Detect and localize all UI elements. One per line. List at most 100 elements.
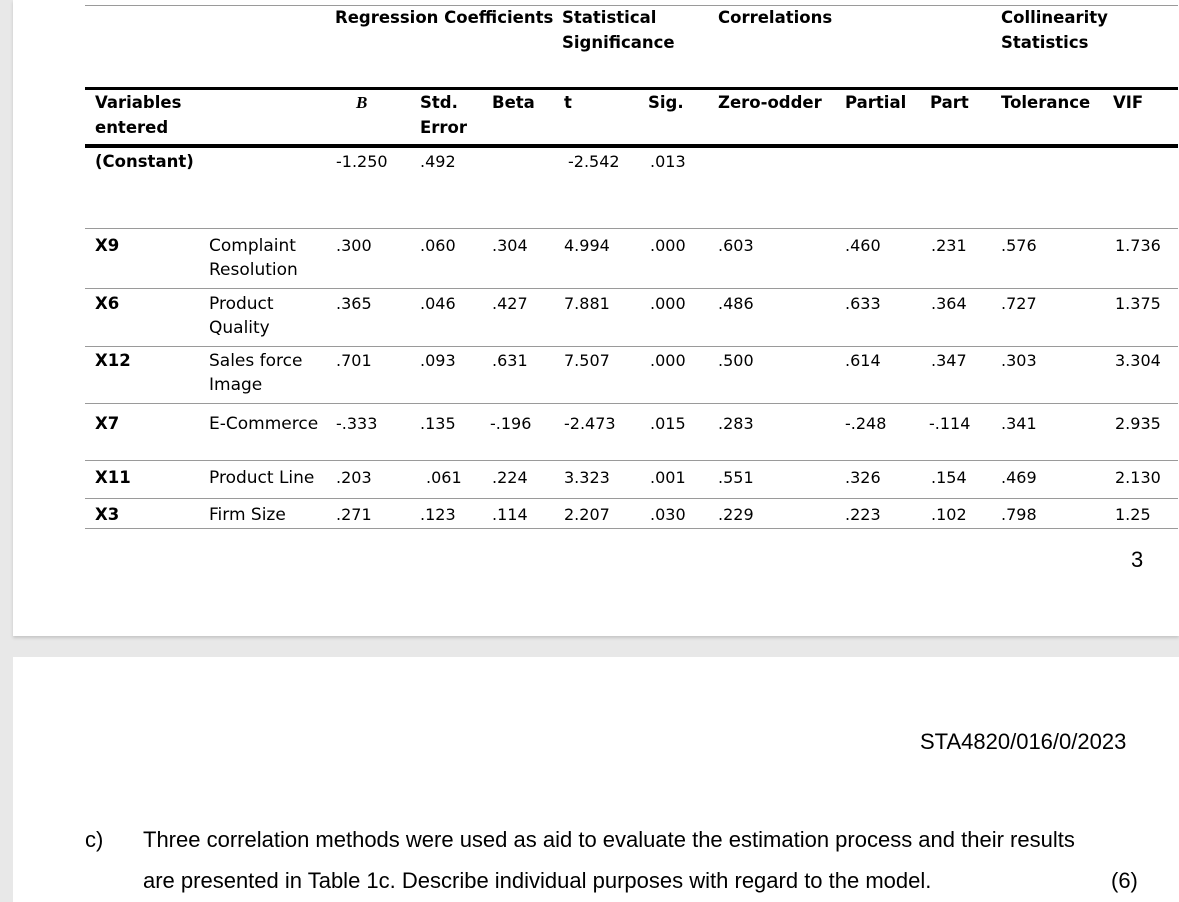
group-header-significance-1: Statistical <box>562 8 657 27</box>
row-sig: .001 <box>650 468 686 487</box>
row-vif: 2.130 <box>1115 468 1161 487</box>
document-header-code: STA4820/016/0/2023 <box>920 729 1127 754</box>
table-top-rule <box>85 5 1178 6</box>
row-var: X9 <box>95 236 120 255</box>
row-sig: .000 <box>650 351 686 370</box>
col-header-variables-2: entered <box>95 118 169 137</box>
row-beta: .631 <box>492 351 528 370</box>
row-partial: .460 <box>845 236 881 255</box>
row-part: .154 <box>931 468 967 487</box>
col-header-partial: Partial <box>845 93 907 112</box>
constant-se: .492 <box>420 152 456 171</box>
row-t: 2.207 <box>564 505 610 524</box>
row-tol: .303 <box>1001 351 1037 370</box>
group-header-collinearity-2: Statistics <box>1001 33 1089 52</box>
row-zero: .283 <box>718 414 754 433</box>
row-tol: .341 <box>1001 414 1037 433</box>
group-header-regression: Regression Coefficients <box>335 8 554 27</box>
row-rule <box>85 288 1178 289</box>
row-se: .123 <box>420 505 456 524</box>
row-name: Complaint <box>209 236 296 256</box>
vif-continuation-digit: 3 <box>1131 547 1144 572</box>
col-header-vif: VIF <box>1113 93 1144 112</box>
row-var: X11 <box>95 468 131 487</box>
row-rule <box>85 346 1178 347</box>
question-label: c) <box>85 827 104 852</box>
row-part: .364 <box>931 294 967 313</box>
constant-b: -1.250 <box>336 152 388 171</box>
row-t: 7.507 <box>564 351 610 370</box>
row-beta: -.196 <box>490 414 532 433</box>
constant-label: (Constant) <box>95 152 194 171</box>
row-var: X12 <box>95 351 131 370</box>
row-name: Firm Size <box>209 505 286 525</box>
col-header-b: B <box>356 93 368 112</box>
col-header-zero-order: Zero-odder <box>718 93 822 112</box>
row-sig: .030 <box>650 505 686 524</box>
row-t: 7.881 <box>564 294 610 313</box>
row-se: .061 <box>426 468 462 487</box>
table-bottom-rule <box>85 528 1178 529</box>
row-rule <box>85 498 1178 499</box>
header-rule <box>85 87 1178 90</box>
row-zero: .603 <box>718 236 754 255</box>
row-beta: .427 <box>492 294 528 313</box>
group-header-correlations: Correlations <box>718 8 833 27</box>
group-header-collinearity-1: Collinearity <box>1001 8 1108 27</box>
col-header-part: Part <box>930 93 969 112</box>
constant-t: -2.542 <box>568 152 620 171</box>
row-tol: .727 <box>1001 294 1037 313</box>
row-zero: .229 <box>718 505 754 524</box>
col-header-std-2: Error <box>420 118 468 137</box>
row-vif: 1.736 <box>1115 236 1161 255</box>
row-beta: .224 <box>492 468 528 487</box>
col-header-variables-1: Variables <box>95 93 182 112</box>
document-page-2: STA4820/016/0/2023 c) Three correlation … <box>13 657 1179 902</box>
row-t: 4.994 <box>564 236 610 255</box>
row-name-2: Quality <box>209 318 270 338</box>
row-name: E-Commerce <box>209 414 319 434</box>
row-beta: .304 <box>492 236 528 255</box>
row-zero: .551 <box>718 468 754 487</box>
row-se: .093 <box>420 351 456 370</box>
row-rule <box>85 403 1178 404</box>
row-tol: .469 <box>1001 468 1037 487</box>
col-header-t: t <box>564 93 572 112</box>
row-tol: .576 <box>1001 236 1037 255</box>
header-bottom-rule <box>85 144 1178 148</box>
row-partial: .614 <box>845 351 881 370</box>
row-t: -2.473 <box>564 414 616 433</box>
row-part: .102 <box>931 505 967 524</box>
row-b: -.333 <box>336 414 378 433</box>
col-header-sig: Sig. <box>648 93 684 112</box>
row-part: .347 <box>931 351 967 370</box>
row-zero: .486 <box>718 294 754 313</box>
constant-sig: .013 <box>650 152 686 171</box>
row-var: X7 <box>95 414 120 433</box>
row-name: Product <box>209 294 274 314</box>
row-partial: .223 <box>845 505 881 524</box>
row-se: .135 <box>420 414 456 433</box>
col-header-std-1: Std. <box>420 93 458 112</box>
row-part: .231 <box>931 236 967 255</box>
row-se: .060 <box>420 236 456 255</box>
row-partial: .633 <box>845 294 881 313</box>
row-vif: 1.25 <box>1115 505 1151 524</box>
row-zero: .500 <box>718 351 754 370</box>
row-t: 3.323 <box>564 468 610 487</box>
row-b: .203 <box>336 468 372 487</box>
row-partial: -.248 <box>845 414 887 433</box>
row-name: Product Line <box>209 468 315 488</box>
row-name: Sales force <box>209 351 303 371</box>
question-marks: (6) <box>1111 868 1138 893</box>
col-header-beta: Beta <box>492 93 535 112</box>
row-b: .701 <box>336 351 372 370</box>
row-sig: .000 <box>650 236 686 255</box>
row-b: .300 <box>336 236 372 255</box>
row-b: .365 <box>336 294 372 313</box>
row-tol: .798 <box>1001 505 1037 524</box>
question-text-line-1: Three correlation methods were used as a… <box>143 827 1075 852</box>
row-beta: .114 <box>492 505 528 524</box>
row-name-2: Resolution <box>209 260 298 280</box>
row-b: .271 <box>336 505 372 524</box>
